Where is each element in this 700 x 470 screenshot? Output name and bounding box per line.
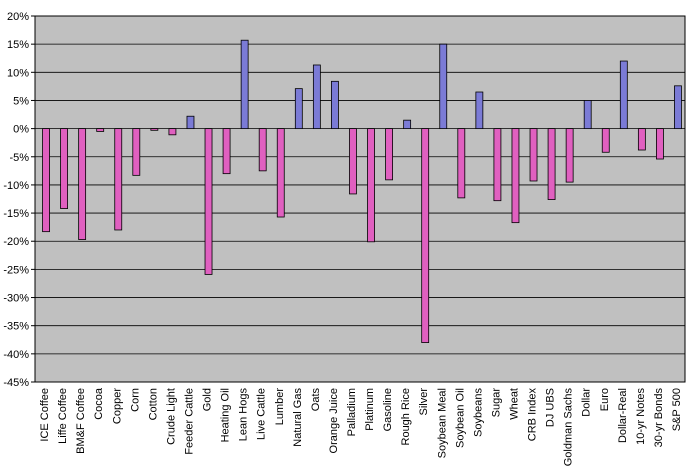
bar [258,128,267,172]
x-category-label: Feeder Cattle [183,388,195,455]
bar [150,128,159,131]
x-category-label: Liffe Coffee [57,388,69,444]
bar [367,128,375,243]
x-category-label: Soybeans [472,388,484,437]
bar [421,128,430,343]
y-axis-ticks: 20% 15% 10% 5% 0% -5% -10% -15% -20% -25% -30% -35%… [3,11,35,389]
x-category-label: Dollar [581,388,593,417]
y-tick-label: 0% [13,124,29,136]
y-tick-label: -45% [3,377,29,389]
bar [637,128,646,151]
bar [276,128,285,218]
x-category-label: Copper [111,388,123,424]
bar [331,80,339,130]
x-category-label: Natural Gas [292,388,304,447]
x-category-label: Live Cattle [256,388,268,440]
bar [457,128,466,199]
x-category-label: Rough Rice [400,388,412,445]
bar [475,91,484,130]
bar [96,128,105,132]
x-category-label: Silver [418,388,430,416]
x-category-label: Dollar-Real [617,388,629,443]
bar [222,128,231,175]
y-tick-label: -30% [3,293,29,305]
y-tick-label: -40% [3,349,29,361]
bar [493,128,502,202]
x-category-label: BM&F Coffee [75,388,87,454]
bar [186,115,195,130]
bar [204,128,213,275]
y-tick-label: 15% [7,39,29,51]
bar [601,128,610,153]
x-category-label: Oats [310,388,322,412]
bar [656,128,664,160]
bar [547,128,556,200]
plot-area [35,16,685,382]
x-category-label: 10-yr Notes [635,388,647,445]
x-category-label: Cocoa [93,387,105,420]
bar [132,128,141,176]
x-category-label: Gasoline [382,388,394,431]
x-category-label: Lean Hogs [238,388,250,442]
bar [240,39,249,130]
y-tick-label: 5% [13,95,29,107]
bar [114,128,123,231]
x-category-label: Crude Light [165,388,177,445]
y-tick-label: -5% [9,152,29,164]
x-category-label: Platinum [364,388,376,431]
bar [529,128,538,182]
x-category-label: Soybean Oil [454,388,466,448]
x-category-label: Orange Juice [328,388,340,453]
y-tick-label: -15% [3,208,29,220]
bars [42,39,682,343]
x-category-label: Goldman Sachs [563,388,575,467]
y-tick-label: -35% [3,321,29,333]
y-tick-label: -20% [3,236,29,248]
x-category-label: DJ UBS [545,388,557,427]
x-axis-labels: ICE Coffee Liffe Coffee BM&F Coffee Cocoa Co… [39,387,683,466]
x-category-label: ICE Coffee [39,388,51,442]
bar [439,43,448,130]
bar [583,100,592,130]
x-category-label: Cotton [147,388,159,420]
bar [565,128,574,183]
bar [674,85,682,130]
x-category-label: Lumber [274,388,286,426]
y-tick-label: 20% [7,11,29,23]
bar [78,128,87,240]
bar [294,88,303,130]
plot-border [34,15,686,383]
y-tick-label: -25% [3,264,29,276]
x-category-label: 30-yr Bonds [653,388,665,448]
bar [619,60,628,130]
x-category-label: CRB Index [527,388,539,442]
x-category-label: Gold [202,388,214,411]
bar [60,128,68,209]
y-tick-label: -10% [3,180,29,192]
bar [168,128,177,136]
x-category-label: Palladium [346,388,358,436]
x-category-label: Euro [599,388,611,411]
x-category-label: Soybean Meal [436,388,448,458]
bar [42,128,50,233]
bar [385,128,393,181]
bar [349,128,357,195]
y-tick-label: 10% [7,67,29,79]
x-category-label: Wheat [508,388,520,420]
x-category-label: Heating Oil [220,388,232,442]
x-category-label: S&P 500 [671,388,683,431]
bar [312,64,321,130]
bar [511,128,520,224]
bar [403,119,412,130]
x-category-label: Corn [129,388,141,412]
x-category-label: Sugar [490,388,502,418]
